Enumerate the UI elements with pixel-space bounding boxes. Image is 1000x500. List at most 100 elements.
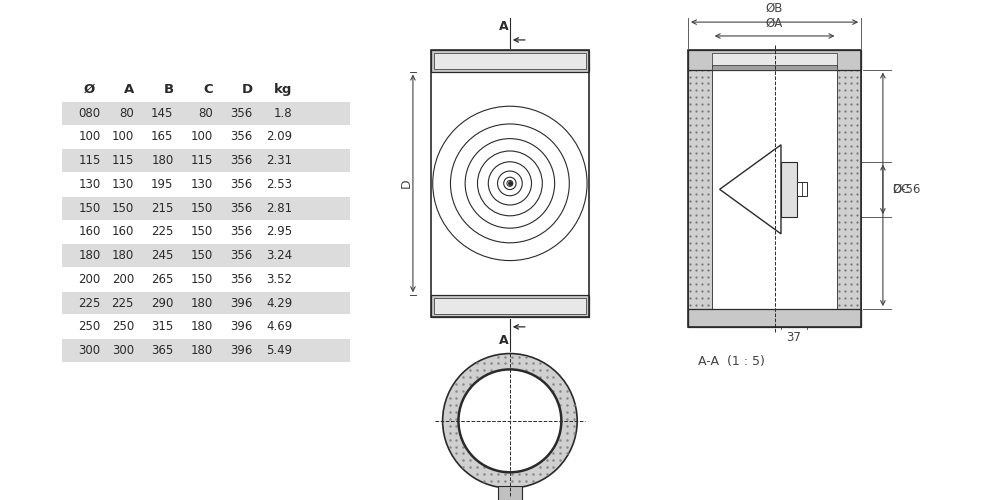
Text: C: C (203, 83, 213, 96)
Bar (688, 68, 712, 309)
Circle shape (443, 354, 577, 488)
Circle shape (458, 370, 561, 472)
Text: 2.09: 2.09 (266, 130, 292, 143)
Text: 3.52: 3.52 (266, 273, 292, 286)
Text: A-A  (1 : 5): A-A (1 : 5) (698, 355, 765, 368)
Text: 356: 356 (230, 130, 253, 143)
Text: 396: 396 (230, 344, 253, 357)
Text: 4.29: 4.29 (266, 296, 292, 310)
Text: 5.49: 5.49 (266, 344, 292, 357)
Text: 250: 250 (112, 320, 134, 334)
Text: 3.24: 3.24 (266, 249, 292, 262)
Text: 300: 300 (78, 344, 100, 357)
Text: 356: 356 (230, 249, 253, 262)
Text: 165: 165 (151, 130, 173, 143)
Text: 365: 365 (151, 344, 173, 357)
Bar (434, 298, 586, 314)
Text: 115: 115 (78, 154, 101, 167)
Text: 300: 300 (112, 344, 134, 357)
Text: 315: 315 (151, 320, 173, 334)
Text: 356: 356 (230, 273, 253, 286)
Bar (62, 126, 350, 148)
Polygon shape (720, 145, 781, 234)
Text: 115: 115 (112, 154, 134, 167)
Text: 180: 180 (78, 249, 101, 262)
Text: 356: 356 (230, 106, 253, 120)
Text: 180: 180 (191, 296, 213, 310)
Text: 80: 80 (198, 106, 213, 120)
Bar (797, 182, 807, 196)
Text: ØC: ØC (893, 183, 910, 196)
Text: 80: 80 (119, 106, 134, 120)
Text: 356: 356 (230, 178, 253, 191)
Text: 115: 115 (191, 154, 213, 167)
Bar (431, 50, 589, 72)
Text: 2.81: 2.81 (266, 202, 292, 214)
Text: 180: 180 (151, 154, 173, 167)
Text: ØA: ØA (766, 17, 783, 30)
Text: 250: 250 (78, 320, 101, 334)
Text: 100: 100 (112, 130, 134, 143)
Text: 150: 150 (191, 226, 213, 238)
Text: 396: 396 (230, 296, 253, 310)
Bar (688, 50, 861, 327)
Text: 150: 150 (191, 273, 213, 286)
Bar (781, 162, 797, 217)
Text: 150: 150 (191, 202, 213, 214)
Text: A: A (499, 20, 509, 32)
Text: B: B (163, 83, 173, 96)
Text: ØB: ØB (766, 2, 783, 15)
Bar (62, 268, 350, 290)
Text: 150: 150 (112, 202, 134, 214)
Text: Ø: Ø (84, 83, 95, 96)
Bar (62, 102, 350, 124)
Text: 180: 180 (191, 320, 213, 334)
Text: 145: 145 (151, 106, 173, 120)
Text: 200: 200 (112, 273, 134, 286)
Bar (688, 50, 861, 70)
Text: 356: 356 (230, 226, 253, 238)
Text: 356: 356 (230, 154, 253, 167)
Text: 396: 396 (230, 320, 253, 334)
Text: 290: 290 (151, 296, 173, 310)
Text: 100: 100 (191, 130, 213, 143)
Text: 195: 195 (151, 178, 173, 191)
Text: A: A (499, 334, 509, 347)
Text: 130: 130 (191, 178, 213, 191)
Text: 225: 225 (112, 296, 134, 310)
Text: 180: 180 (191, 344, 213, 357)
Bar (62, 316, 350, 338)
Text: kg: kg (274, 83, 292, 96)
Text: 215: 215 (151, 202, 173, 214)
Text: 180: 180 (112, 249, 134, 262)
Text: 356: 356 (230, 202, 253, 214)
Bar (62, 339, 350, 362)
Bar (62, 173, 350, 196)
Bar (62, 196, 350, 220)
Text: 2.31: 2.31 (266, 154, 292, 167)
Text: A: A (124, 83, 134, 96)
Bar (62, 244, 350, 267)
Bar (498, 486, 522, 500)
Text: 225: 225 (78, 296, 101, 310)
Text: 265: 265 (151, 273, 173, 286)
Text: 225: 225 (151, 226, 173, 238)
Text: 100: 100 (78, 130, 101, 143)
Text: 130: 130 (78, 178, 101, 191)
Bar (431, 50, 589, 317)
Bar (62, 220, 350, 244)
Text: 130: 130 (112, 178, 134, 191)
Bar (712, 64, 837, 70)
Text: D: D (400, 178, 413, 188)
Text: D: D (242, 83, 253, 96)
Bar (62, 292, 350, 314)
Text: 1.8: 1.8 (274, 106, 292, 120)
Bar (431, 295, 589, 317)
Text: 160: 160 (112, 226, 134, 238)
Text: D-56: D-56 (893, 183, 921, 196)
Text: 37: 37 (786, 331, 801, 344)
Bar (688, 309, 861, 327)
Text: 160: 160 (78, 226, 101, 238)
Bar (62, 150, 350, 172)
Text: 150: 150 (191, 249, 213, 262)
